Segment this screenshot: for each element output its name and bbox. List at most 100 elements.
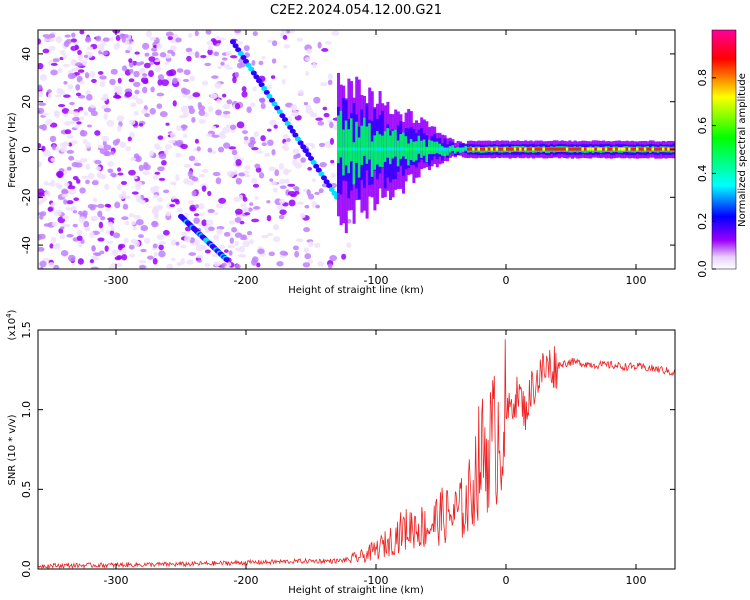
noise-speckle bbox=[133, 81, 141, 88]
carrier-core bbox=[360, 147, 364, 151]
noise-speckle bbox=[322, 106, 328, 111]
noise-speckle bbox=[273, 124, 278, 129]
spectrogram-x-tick-label: -100 bbox=[364, 274, 389, 287]
noise-speckle bbox=[90, 216, 97, 222]
noise-speckle bbox=[50, 236, 57, 244]
noise-speckle bbox=[223, 142, 231, 149]
upper-diagonal-point bbox=[323, 179, 330, 185]
noise-speckle bbox=[121, 253, 128, 261]
noise-speckle bbox=[149, 36, 156, 41]
noise-speckle bbox=[169, 203, 176, 208]
carrier-band bbox=[428, 139, 431, 155]
noise-speckle bbox=[62, 63, 71, 68]
noise-speckle bbox=[211, 134, 220, 138]
colorbar: 0.0 0.2 0.4 0.6 0.8 Normalized spectral ampl… bbox=[696, 29, 748, 278]
noise-speckle bbox=[201, 219, 207, 227]
noise-speckle bbox=[110, 226, 115, 231]
noise-speckle bbox=[156, 234, 165, 241]
carrier-core bbox=[422, 147, 426, 151]
noise-speckle bbox=[259, 97, 266, 104]
noise-speckle bbox=[87, 203, 95, 209]
noise-speckle bbox=[60, 92, 66, 96]
noise-speckle bbox=[176, 207, 183, 213]
carrier-band bbox=[342, 129, 346, 176]
noise-speckle bbox=[207, 190, 212, 197]
noise-speckle bbox=[171, 257, 176, 261]
noise-speckle bbox=[81, 59, 88, 66]
snr-multiplier: (x104) bbox=[5, 309, 18, 340]
noise-speckle bbox=[253, 206, 261, 210]
noise-speckle bbox=[156, 92, 165, 97]
noise-speckle bbox=[65, 206, 71, 211]
carrier-core bbox=[547, 147, 551, 151]
noise-speckle bbox=[149, 107, 156, 115]
noise-speckle bbox=[315, 204, 321, 209]
noise-speckle bbox=[317, 260, 325, 267]
noise-speckle bbox=[238, 194, 244, 201]
noise-speckle bbox=[76, 178, 81, 184]
noise-speckle bbox=[43, 149, 51, 157]
noise-speckle bbox=[135, 195, 142, 203]
noise-speckle bbox=[125, 146, 132, 152]
noise-speckle bbox=[244, 165, 251, 170]
noise-speckle bbox=[213, 211, 219, 216]
noise-speckle bbox=[261, 234, 269, 239]
noise-speckle bbox=[106, 119, 115, 127]
noise-speckle bbox=[38, 161, 42, 168]
noise-speckle bbox=[280, 30, 287, 36]
snr-x-tick-label: 100 bbox=[626, 574, 647, 587]
carrier-core bbox=[612, 147, 616, 151]
carrier-core bbox=[402, 147, 405, 151]
noise-speckle bbox=[63, 112, 69, 118]
noise-speckle bbox=[109, 37, 114, 41]
carrier-core bbox=[378, 147, 382, 151]
noise-speckle bbox=[191, 190, 197, 197]
noise-speckle bbox=[341, 253, 347, 260]
noise-speckle bbox=[198, 109, 206, 116]
noise-speckle bbox=[50, 202, 56, 207]
noise-speckle bbox=[234, 103, 241, 110]
colorbar-label: Normalized spectral amplitude bbox=[737, 73, 748, 227]
noise-speckle bbox=[76, 229, 83, 236]
noise-speckle bbox=[216, 40, 222, 44]
noise-speckle bbox=[68, 142, 73, 147]
carrier-core bbox=[456, 147, 460, 151]
carrier-core bbox=[433, 147, 437, 151]
noise-speckle bbox=[130, 102, 137, 108]
noise-speckle bbox=[153, 194, 159, 199]
noise-speckle bbox=[134, 181, 143, 187]
noise-speckle bbox=[286, 137, 291, 142]
carrier-core bbox=[516, 147, 520, 151]
noise-speckle bbox=[103, 107, 112, 113]
carrier-band bbox=[415, 141, 418, 161]
noise-speckle bbox=[249, 102, 256, 108]
noise-speckle bbox=[226, 99, 233, 105]
noise-speckle bbox=[235, 159, 242, 166]
noise-speckle bbox=[159, 111, 168, 118]
noise-speckle bbox=[290, 104, 298, 112]
upper-diagonal-point bbox=[308, 155, 314, 161]
noise-speckle bbox=[52, 144, 57, 151]
noise-speckle bbox=[191, 176, 199, 182]
carrier-core bbox=[381, 147, 385, 151]
noise-speckle bbox=[84, 226, 91, 232]
noise-speckle bbox=[89, 70, 96, 78]
noise-speckle bbox=[254, 196, 259, 200]
carrier-core bbox=[415, 147, 418, 151]
noise-speckle bbox=[49, 243, 54, 249]
noise-speckle bbox=[151, 208, 160, 215]
noise-speckle bbox=[110, 68, 118, 75]
noise-speckle bbox=[294, 186, 300, 193]
noise-speckle bbox=[175, 241, 180, 246]
carrier-core bbox=[472, 147, 476, 151]
noise-speckle bbox=[207, 45, 214, 51]
noise-speckle bbox=[182, 133, 188, 138]
noise-speckle bbox=[312, 62, 317, 69]
noise-speckle bbox=[182, 78, 190, 82]
noise-speckle bbox=[229, 124, 237, 130]
noise-speckle bbox=[63, 182, 70, 187]
upper-diagonal-point bbox=[237, 51, 244, 57]
noise-speckle bbox=[180, 245, 187, 249]
carrier-band bbox=[368, 123, 372, 160]
noise-speckle bbox=[234, 71, 239, 78]
